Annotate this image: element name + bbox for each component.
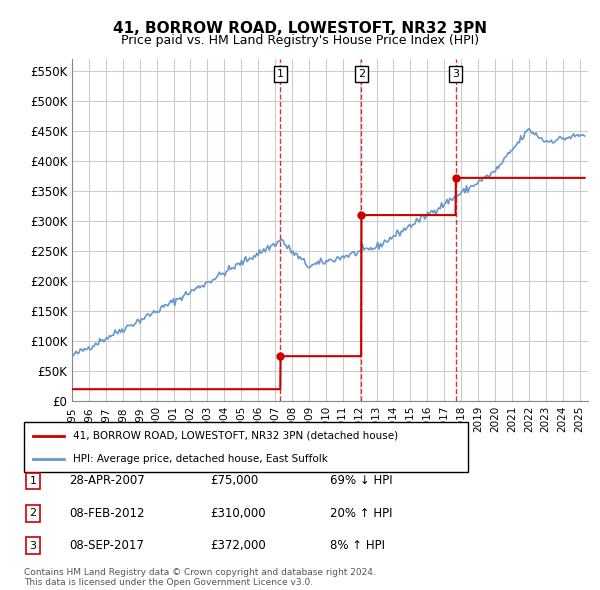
- Text: 08-FEB-2012: 08-FEB-2012: [69, 507, 145, 520]
- Text: £372,000: £372,000: [210, 539, 266, 552]
- Text: HPI: Average price, detached house, East Suffolk: HPI: Average price, detached house, East…: [73, 454, 328, 464]
- Text: 20% ↑ HPI: 20% ↑ HPI: [330, 507, 392, 520]
- Text: 3: 3: [452, 69, 459, 79]
- Text: Price paid vs. HM Land Registry's House Price Index (HPI): Price paid vs. HM Land Registry's House …: [121, 34, 479, 47]
- Text: 3: 3: [29, 541, 37, 550]
- Text: 1: 1: [29, 476, 37, 486]
- Text: 69% ↓ HPI: 69% ↓ HPI: [330, 474, 392, 487]
- Text: 2: 2: [358, 69, 365, 79]
- Text: 8% ↑ HPI: 8% ↑ HPI: [330, 539, 385, 552]
- Text: 28-APR-2007: 28-APR-2007: [69, 474, 145, 487]
- Text: 1: 1: [277, 69, 284, 79]
- Text: Contains HM Land Registry data © Crown copyright and database right 2024.
This d: Contains HM Land Registry data © Crown c…: [24, 568, 376, 587]
- Text: 08-SEP-2017: 08-SEP-2017: [69, 539, 144, 552]
- Text: £310,000: £310,000: [210, 507, 266, 520]
- Text: 41, BORROW ROAD, LOWESTOFT, NR32 3PN (detached house): 41, BORROW ROAD, LOWESTOFT, NR32 3PN (de…: [73, 431, 398, 441]
- Text: 41, BORROW ROAD, LOWESTOFT, NR32 3PN: 41, BORROW ROAD, LOWESTOFT, NR32 3PN: [113, 21, 487, 35]
- FancyBboxPatch shape: [24, 422, 468, 472]
- Text: 2: 2: [29, 509, 37, 518]
- Text: £75,000: £75,000: [210, 474, 258, 487]
